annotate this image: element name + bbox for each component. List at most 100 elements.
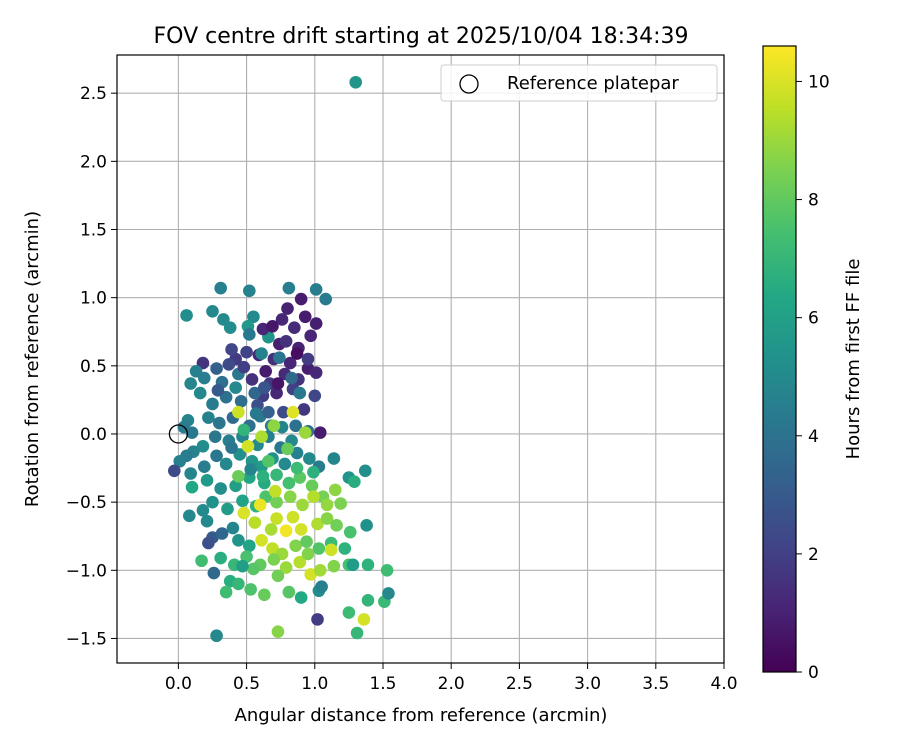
data-point [328,483,342,497]
data-point [311,517,324,531]
data-point [219,585,233,599]
data-point [253,498,267,512]
y-tick-label: −1.0 [66,561,107,581]
data-point [243,539,256,553]
data-point [334,497,348,510]
scatter-series [167,75,395,643]
data-point [236,494,249,508]
data-point [240,345,253,359]
data-point [240,550,253,563]
data-point [206,304,219,318]
data-point [273,351,286,364]
data-point [236,559,249,573]
data-point [281,442,294,456]
reference-platepar-marker [168,424,189,444]
data-point [266,542,279,555]
data-point [289,539,302,553]
data-point [210,362,223,375]
data-point [202,411,215,424]
data-point [211,384,225,397]
data-point [301,352,315,366]
data-point [285,371,298,385]
colorbar-tick-label: 2 [808,545,819,565]
data-point [297,403,311,416]
data-point [294,292,308,306]
data-point [210,449,223,463]
data-point [244,463,257,476]
data-point [229,479,242,493]
colorbar-tick-label: 0 [808,663,819,683]
data-point [300,535,313,548]
data-point [214,551,227,565]
data-point [304,329,317,343]
x-tick-label: 1.0 [301,674,328,694]
data-point [184,377,197,390]
data-point [232,577,245,591]
data-point [185,480,199,494]
data-point [259,364,272,378]
x-tick-label: 1.5 [369,674,396,694]
data-point [197,460,211,473]
data-point [315,580,328,593]
data-point [266,319,279,333]
data-point [360,519,373,532]
data-point [232,534,245,547]
data-point [279,561,293,574]
data-point [301,547,315,561]
data-point [262,405,275,419]
data-point [248,386,262,400]
data-point [185,426,199,439]
plot-frame [116,54,725,664]
data-point [222,358,236,371]
data-point [256,322,270,336]
data-point [357,613,371,626]
data-point [346,558,360,572]
data-point [293,386,307,400]
x-tick-label: 2.5 [506,674,533,694]
data-point [350,626,364,640]
data-point [282,281,296,295]
data-point [271,569,285,583]
data-point [309,283,323,296]
data-point [270,512,283,525]
data-point [217,313,230,326]
data-point [268,484,282,498]
data-point [213,416,226,430]
data-point [196,504,210,517]
data-point [327,452,341,465]
data-point [207,566,221,580]
data-point [226,521,240,535]
data-point [241,439,255,453]
data-point [324,543,338,557]
data-point [229,381,242,394]
data-point [308,389,322,403]
data-point [237,506,251,520]
x-tick-label: 0.0 [165,674,192,694]
y-tick-label: −1.5 [66,629,107,649]
colorbar: 0 2 4 6 8 10 Hours from first FF file [762,45,864,683]
data-point [307,490,320,503]
data-point [264,523,278,536]
data-point [225,343,238,356]
colorbar-gradient [762,45,797,673]
data-point [282,585,296,599]
data-point [255,534,268,547]
data-point [244,583,257,596]
data-point [173,454,187,468]
data-point [255,347,268,360]
x-tick-label: 0.5 [233,674,260,694]
data-point [311,613,324,626]
y-tick-label: 2.5 [80,84,107,104]
data-point [275,313,289,326]
data-point [289,419,302,433]
data-point [278,457,292,471]
data-point [267,553,281,566]
x-axis-ticks: 0.0 0.5 1.0 1.5 2.0 2.5 3.0 3.5 4.0 [165,663,738,694]
data-point [270,468,283,482]
data-point [342,606,356,619]
data-point [319,292,332,306]
data-point [262,454,275,468]
data-point [338,542,352,555]
data-point [296,498,309,512]
data-point [286,405,300,419]
